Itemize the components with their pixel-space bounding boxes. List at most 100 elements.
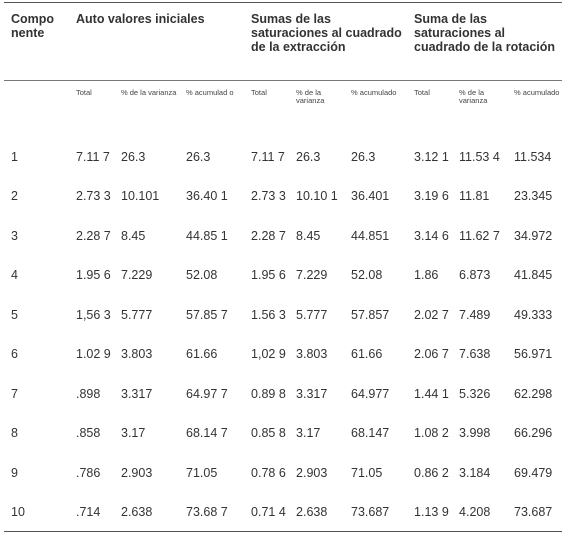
table-cell: 0.71 4 (251, 505, 286, 519)
variance-table: Compo nente Auto valores iniciales Sumas… (4, 2, 563, 532)
table-row: 7 .898 3.317 64.97 7 0.89 8 3.317 64.977 1.44 1… (4, 374, 562, 414)
table-cell: 1.44 1 (414, 386, 449, 401)
table-cell: 1,56 3 (76, 307, 111, 322)
table-cell: 6.873 (459, 268, 491, 282)
table-cell: 3.317 (121, 386, 153, 401)
table-cell: 52.08 (186, 268, 218, 282)
component-header: Compo nente (11, 12, 55, 40)
subheader-cell: % acumulado (351, 88, 397, 97)
table-cell: 5.326 (459, 386, 491, 401)
table-cell: 11.62 7 (459, 228, 500, 243)
table-cell: 1.86 (414, 268, 439, 282)
table-cell: 73.68 7 (186, 505, 228, 519)
table-cell: 36.40 1 (186, 189, 228, 203)
subheader-cell: % acumulado (514, 88, 560, 97)
table-cell: 2.28 7 (251, 228, 286, 243)
table-cell: 1.95 6 (76, 268, 111, 282)
subheader-cell: Total (76, 88, 92, 97)
table-container: Compo nente Auto valores iniciales Sumas… (4, 2, 564, 532)
component-number: 8 (11, 426, 18, 440)
table-cell: 64.977 (351, 386, 390, 401)
table-row: 2 2.73 3 10.101 36.40 1 2.73 3 10.10 1 36.401 3… (4, 176, 562, 216)
extraction-sums-header: Sumas de las saturaciones al cuadrado de… (251, 12, 402, 54)
table-cell: 68.14 7 (186, 426, 228, 440)
table-row: 3 2.28 7 8.45 44.85 1 2.28 7 8.45 44.851 3.14 6… (4, 216, 562, 256)
table-cell: 5.777 (121, 307, 153, 322)
table-cell: 3.803 (296, 347, 328, 361)
subheader-cell: Total (251, 88, 267, 97)
subheader-empty (4, 81, 69, 137)
table-cell: 66.296 (514, 426, 553, 440)
table-cell: 7.489 (459, 307, 491, 322)
table-cell: 73.687 (514, 505, 553, 519)
table-cell: 52.08 (351, 268, 383, 282)
subheader-cell: Total (414, 88, 430, 97)
table-cell: 2.903 (296, 465, 328, 480)
table-cell: 26.3 (296, 149, 321, 164)
table-cell: 49.333 (514, 307, 553, 322)
table-cell: 2.02 7 (414, 307, 449, 322)
table-cell: 71.05 (186, 465, 218, 480)
subheader-cell: % de la varianza (121, 88, 177, 97)
table-cell: 26.3 (121, 149, 146, 164)
table-cell: 10.101 (121, 189, 160, 203)
table-cell: 8.45 (296, 228, 321, 243)
table-cell: 44.85 1 (186, 228, 228, 243)
table-cell: .898 (76, 386, 101, 401)
table-cell: 3.12 1 (414, 149, 449, 164)
component-number: 5 (11, 307, 18, 322)
subheader-cell: % de la varianza (459, 88, 488, 105)
header-row: Compo nente Auto valores iniciales Sumas… (4, 2, 563, 81)
table-cell: 62.298 (514, 386, 553, 401)
component-number: 10 (11, 505, 25, 519)
table-cell: 2.638 (121, 505, 153, 519)
table-cell: 7.11 7 (251, 149, 285, 164)
initial-eigenvalues-header: Auto valores iniciales (76, 12, 205, 26)
table-cell: 8.45 (121, 228, 146, 243)
table-cell: 61.66 (186, 347, 218, 361)
table-cell: 26.3 (351, 149, 376, 164)
table-cell: 56.971 (514, 347, 553, 361)
table-cell: .714 (76, 505, 101, 519)
table-cell: 73.687 (351, 505, 390, 519)
table-cell: 1.02 9 (76, 347, 111, 361)
table-cell: 2.73 3 (76, 189, 111, 203)
table-cell: 0.89 8 (251, 386, 286, 401)
table-cell: 2.06 7 (414, 347, 449, 361)
table-cell: 7.229 (121, 268, 153, 282)
table-cell: 0.78 6 (251, 465, 286, 480)
table-cell: 3.17 (296, 426, 321, 440)
table-cell: 11.53 4 (459, 149, 500, 164)
table-cell: .858 (76, 426, 101, 440)
table-cell: 3.317 (296, 386, 328, 401)
table-cell: 11.81 (459, 189, 490, 203)
table-row: 6 1.02 9 3.803 61.66 1,02 9 3.803 61.66 2.06 7 7… (4, 334, 562, 374)
table-cell: 3.17 (121, 426, 146, 440)
table-cell: 1.08 2 (414, 426, 449, 440)
component-number: 1 (11, 149, 18, 164)
table-cell: 61.66 (351, 347, 383, 361)
table-cell: 3.14 6 (414, 228, 449, 243)
table-body: 1 7.11 7 26.3 26.3 7.11 7 26.3 26.3 3.12 1 11.53… (4, 137, 563, 532)
table-cell: 7.229 (296, 268, 328, 282)
table-cell: 2.73 3 (251, 189, 286, 203)
component-number: 9 (11, 465, 18, 480)
table-cell: 1.56 3 (251, 307, 286, 322)
table-cell: 57.857 (351, 307, 390, 322)
table-row: 4 1.95 6 7.229 52.08 1.95 6 7.229 52.08 1.86 6.8… (4, 255, 562, 295)
table-cell: 1.13 9 (414, 505, 449, 519)
table-row: 10 .714 2.638 73.68 7 0.71 4 2.638 73.687 1.13 … (4, 492, 563, 532)
table-cell: 2.638 (296, 505, 328, 519)
table-cell: 68.147 (351, 426, 390, 440)
table-cell: 26.3 (186, 149, 211, 164)
table-cell: 36.401 (351, 189, 390, 203)
subheader-row: Total % de la varianza % acumulad o Tota… (4, 80, 563, 137)
table-row: 9 .786 2.903 71.05 0.78 6 2.903 71.05 0.86 2 3.1… (4, 453, 562, 493)
table-cell: 69.479 (514, 465, 553, 480)
table-cell: 2.28 7 (76, 228, 111, 243)
component-number: 4 (11, 268, 18, 282)
table-cell: 57.85 7 (186, 307, 228, 322)
table-cell: 41.845 (514, 268, 553, 282)
component-number: 3 (11, 228, 18, 243)
component-number: 6 (11, 347, 18, 361)
